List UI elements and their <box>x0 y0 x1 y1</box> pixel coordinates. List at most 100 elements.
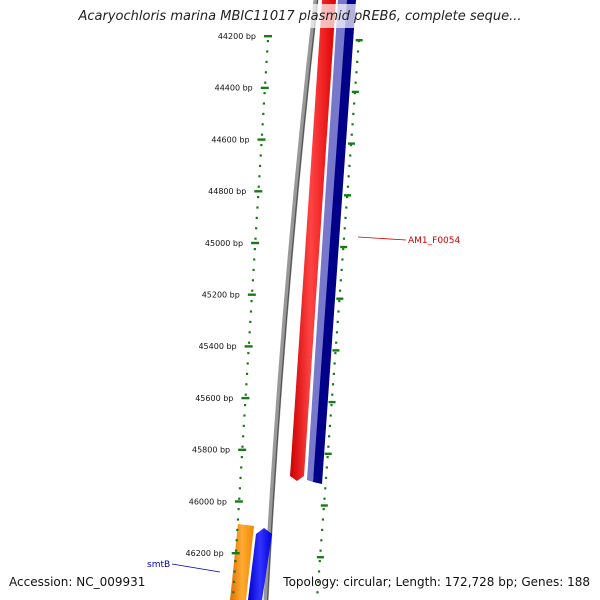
minor-tick-left <box>254 237 257 240</box>
minor-tick-right <box>326 456 329 459</box>
minor-tick-left <box>265 60 268 63</box>
minor-tick-left <box>240 466 243 469</box>
minor-tick-right <box>324 487 327 490</box>
minor-tick-left <box>262 112 265 115</box>
backbone-arc-highlight <box>266 0 319 600</box>
major-tick-left <box>234 500 243 503</box>
minor-tick-right <box>344 216 347 219</box>
minor-tick-right <box>345 206 348 209</box>
minor-tick-left <box>264 81 267 84</box>
minor-tick-left <box>236 518 240 521</box>
minor-tick-right <box>325 466 328 469</box>
minor-tick-left <box>245 383 248 386</box>
tick-label-2: 44600 bp <box>211 135 249 144</box>
minor-tick-left <box>260 144 263 147</box>
minor-tick-right <box>338 300 341 303</box>
minor-tick-left <box>266 50 269 53</box>
minor-tick-right <box>317 570 321 573</box>
minor-tick-right <box>336 320 339 323</box>
minor-tick-right <box>339 279 342 282</box>
minor-tick-left <box>259 154 262 157</box>
major-tick-left <box>257 138 266 141</box>
major-tick-left <box>264 35 272 38</box>
minor-tick-right <box>335 341 338 344</box>
minor-tick-right <box>330 404 333 407</box>
minor-tick-right <box>338 289 342 292</box>
minor-tick-left <box>245 372 249 375</box>
minor-tick-right <box>329 414 332 417</box>
minor-tick-left <box>258 164 262 167</box>
minor-tick-right <box>353 102 356 105</box>
minor-tick-left <box>239 476 242 479</box>
minor-tick-left <box>252 268 255 271</box>
minor-tick-right <box>333 362 336 365</box>
minor-tick-right <box>349 144 353 147</box>
minor-tick-left <box>237 508 240 511</box>
minor-tick-right <box>324 476 328 479</box>
minor-tick-right <box>321 528 324 531</box>
major-tick-left <box>241 396 250 400</box>
minor-tick-left <box>249 310 253 313</box>
minor-tick-left <box>264 71 267 74</box>
gene-navy-outer <box>313 0 356 484</box>
leader-line-am1 <box>357 236 407 241</box>
minor-tick-left <box>257 196 260 199</box>
minor-tick-right <box>332 372 335 375</box>
tick-label-3: 44800 bp <box>208 187 246 196</box>
major-tick-right <box>324 452 332 455</box>
minor-tick-right <box>356 50 360 53</box>
tick-label-4: 45000 bp <box>205 239 243 248</box>
minor-tick-right <box>318 560 321 563</box>
tick-track-right <box>316 39 363 594</box>
minor-tick-right <box>343 227 346 230</box>
minor-tick-left <box>253 248 256 251</box>
minor-tick-left <box>235 539 238 542</box>
tick-label-6: 45400 bp <box>198 342 236 351</box>
minor-tick-left <box>243 414 246 417</box>
title-backdrop <box>280 4 520 28</box>
minor-tick-left <box>242 424 245 427</box>
minor-tick-left <box>238 497 241 500</box>
major-tick-left <box>238 448 247 451</box>
minor-tick-left <box>233 570 236 573</box>
minor-tick-left <box>240 456 243 459</box>
minor-tick-left <box>241 445 244 448</box>
minor-tick-right <box>350 133 353 136</box>
tick-label-5: 45200 bp <box>202 291 240 300</box>
minor-tick-left <box>236 528 239 531</box>
minor-tick-right <box>321 518 325 521</box>
major-tick-right <box>332 349 340 352</box>
minor-tick-left <box>246 362 249 365</box>
tick-label-9: 46000 bp <box>189 497 227 506</box>
minor-tick-right <box>351 123 354 126</box>
topology-summary: Topology: circular; Length: 172,728 bp; … <box>283 575 590 589</box>
minor-tick-left <box>261 123 264 126</box>
tick-label-10: 46200 bp <box>186 549 224 558</box>
minor-tick-right <box>320 539 323 542</box>
minor-tick-right <box>334 352 337 355</box>
minor-tick-left <box>263 92 266 95</box>
minor-tick-left <box>249 320 252 323</box>
major-tick-left <box>251 241 260 245</box>
minor-tick-right <box>327 445 330 448</box>
map-title: Acaryochloris marina MBIC11017 plasmid p… <box>78 9 522 24</box>
minor-tick-right <box>335 331 339 334</box>
minor-tick-left <box>244 404 247 407</box>
minor-tick-left <box>244 393 247 396</box>
minor-tick-left <box>234 549 238 552</box>
gene-orange <box>230 524 254 600</box>
major-tick-right <box>336 297 344 300</box>
minor-tick-right <box>342 248 345 251</box>
minor-tick-right <box>331 393 334 396</box>
minor-tick-right <box>342 237 346 240</box>
minor-tick-left <box>238 487 241 490</box>
minor-tick-left <box>260 133 264 136</box>
major-tick-left <box>254 190 263 193</box>
minor-tick-right <box>349 154 352 157</box>
minor-tick-left <box>250 300 253 303</box>
major-tick-right <box>320 504 328 507</box>
tick-label-8: 45800 bp <box>192 446 230 455</box>
tick-label-0: 44200 bp <box>218 32 256 41</box>
minor-tick-left <box>242 435 245 438</box>
minor-tick-right <box>348 164 351 167</box>
